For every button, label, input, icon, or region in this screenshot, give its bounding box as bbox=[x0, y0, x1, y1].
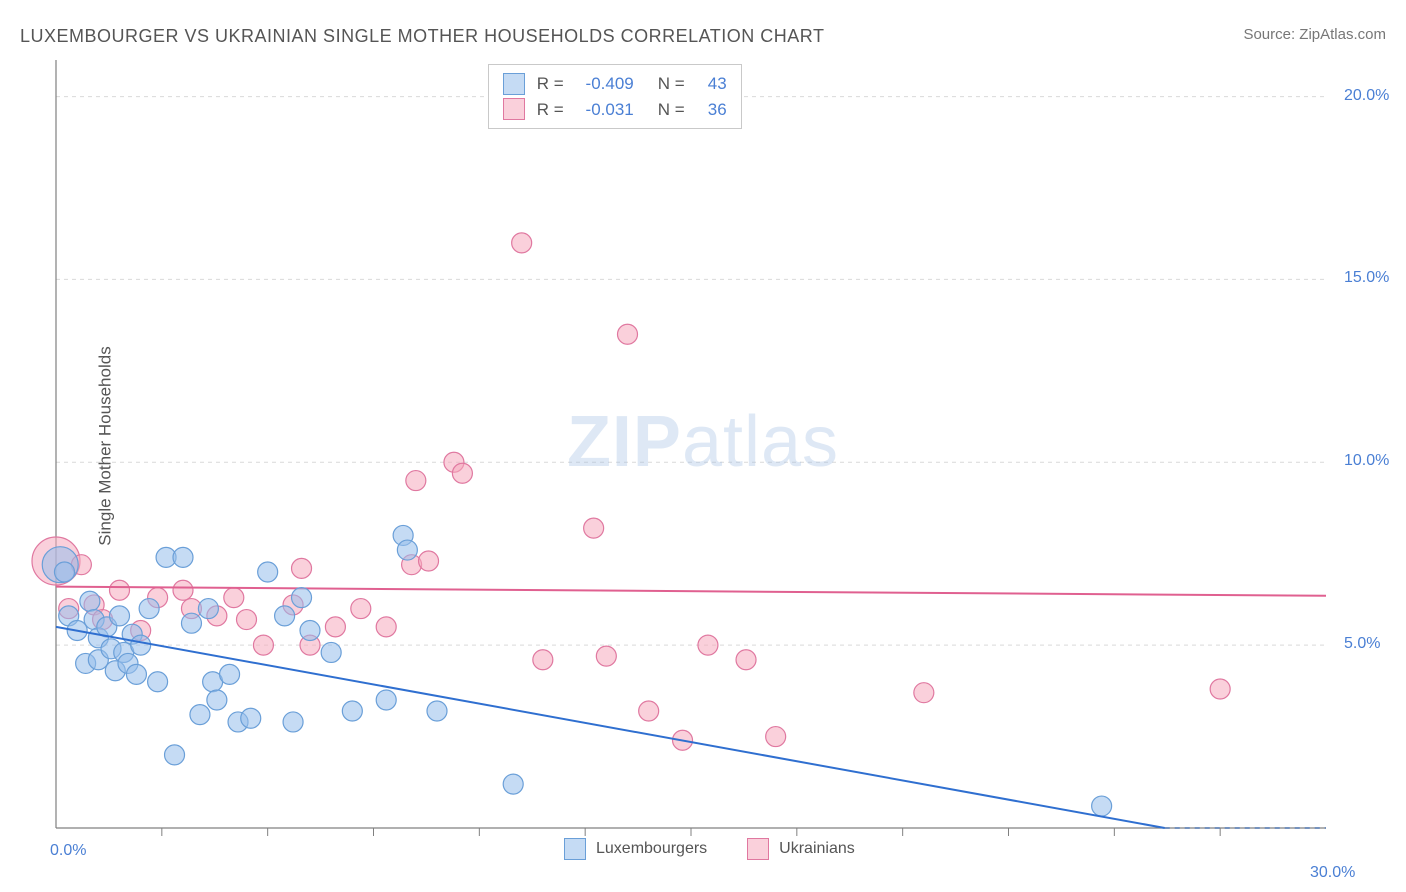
n-label: N = bbox=[658, 71, 685, 97]
correlation-legend: R = -0.409 N = 43 R = -0.031 N = 36 bbox=[488, 64, 742, 129]
scatter-chart bbox=[0, 0, 1406, 892]
y-tick-label: 5.0% bbox=[1344, 635, 1380, 653]
y-tick-label: 15.0% bbox=[1344, 269, 1389, 287]
correlation-row: R = -0.409 N = 43 bbox=[503, 71, 727, 97]
x-max-label: 30.0% bbox=[1310, 864, 1355, 882]
r-value: -0.409 bbox=[576, 71, 634, 97]
y-tick-label: 20.0% bbox=[1344, 87, 1389, 105]
legend-label: Luxembourgers bbox=[596, 840, 707, 858]
correlation-row: R = -0.031 N = 36 bbox=[503, 97, 727, 123]
r-value: -0.031 bbox=[576, 97, 634, 123]
chart-container: LUXEMBOURGER VS UKRAINIAN SINGLE MOTHER … bbox=[0, 0, 1406, 892]
legend-swatch bbox=[503, 73, 525, 95]
r-label: R = bbox=[537, 97, 564, 123]
legend-item: Ukrainians bbox=[747, 838, 855, 860]
legend-swatch bbox=[503, 98, 525, 120]
legend-item: Luxembourgers bbox=[564, 838, 707, 860]
legend-label: Ukrainians bbox=[779, 840, 855, 858]
x-origin-label: 0.0% bbox=[50, 842, 86, 860]
n-value: 43 bbox=[697, 71, 727, 97]
n-label: N = bbox=[658, 97, 685, 123]
legend-swatch bbox=[747, 838, 769, 860]
y-tick-label: 10.0% bbox=[1344, 452, 1389, 470]
r-label: R = bbox=[537, 71, 564, 97]
legend-swatch bbox=[564, 838, 586, 860]
n-value: 36 bbox=[697, 97, 727, 123]
series-legend: Luxembourgers Ukrainians bbox=[564, 838, 855, 860]
